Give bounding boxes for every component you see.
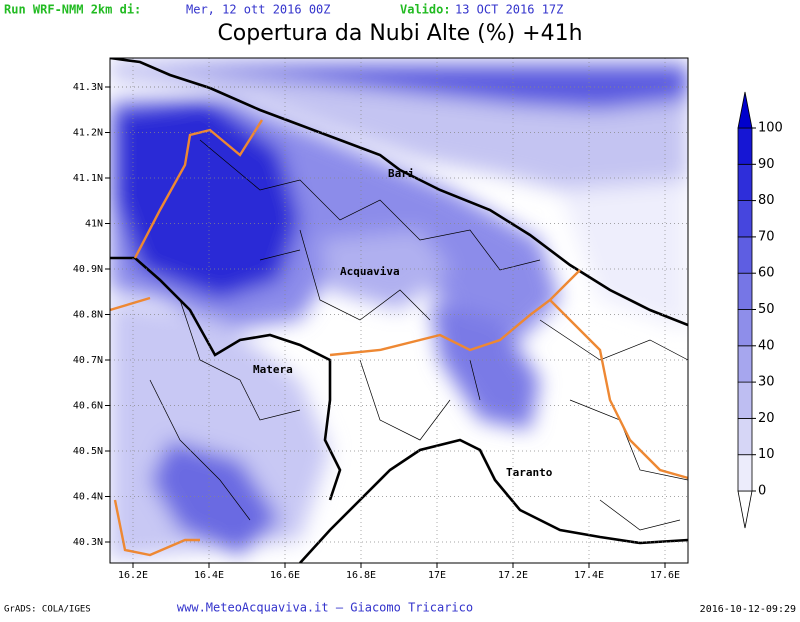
colorbar-label: 40 [758,338,775,353]
region-boundary [110,256,342,501]
cloud-field: Bari Acquaviva Matera Taranto [110,58,688,563]
x-tick-label: 16.2E [118,570,148,581]
y-tick-label: 41.3N [73,82,103,93]
colorbar-segment [737,381,753,419]
title: Copertura da Nubi Alte (%) +41h [217,21,582,46]
plot-frame [109,57,689,564]
x-tick-label: 16.6E [270,570,300,581]
y-tick-label: 40.5N [73,446,103,457]
x-tick-label: 17E [428,570,446,581]
colorbar-label: 20 [758,411,775,426]
x-tick-label: 17.2E [498,570,528,581]
x-tick-label: 16.8E [346,570,376,581]
y-tick-label: 40.6N [73,401,103,412]
y-tick-label: 41.2N [73,128,103,139]
colorbar-label: 100 [758,121,783,136]
colorbar-segment [737,272,753,310]
colorbar-segment [737,417,753,456]
y-tick-label: 40.7N [73,355,103,366]
province-border [549,299,688,480]
valid-label: Valido: [400,3,451,17]
run-label: Run WRF-NMM 2km di: [4,3,141,17]
y-tick-label: 40.9N [73,264,103,275]
run-date: Mer, 12 ott 2016 00Z [186,3,331,17]
place-label: Taranto [506,466,553,479]
colorbar-label: 50 [758,302,775,317]
colorbar-segment [737,127,753,165]
y-tick-label: 41.1N [73,173,103,184]
colorbar-label: 60 [758,266,775,281]
colorbar-segment [737,309,753,347]
y-tick-label: 41N [85,219,103,230]
colorbar-under [737,490,753,529]
province-border [329,269,581,357]
colorbar-segment [737,454,753,492]
colorbar-over [737,91,753,129]
y-tick-label: 40.4N [73,492,103,503]
place-label: Bari [388,167,415,180]
colorbar-segment [737,163,753,202]
footer-center: www.MeteoAcquaviva.it – Giacomo Tricaric… [177,601,473,615]
colorbar-label: 90 [758,157,775,172]
colorbar-label: 10 [758,447,775,462]
place-label: Acquaviva [340,265,400,278]
valid-date: 13 OCT 2016 17Z [455,3,563,17]
colorbar: 0 10 20 30 40 50 60 70 80 90 100 [737,91,783,529]
municipal-boundaries [149,139,688,531]
x-tick-label: 17.4E [574,570,604,581]
province-border [133,119,264,259]
province-border [110,296,200,557]
y-tick-label: 40.3N [73,537,103,548]
colorbar-label: 80 [758,193,775,208]
colorbar-segment [737,200,753,238]
colorbar-segment [737,345,753,383]
colorbar-label: 30 [758,375,775,390]
colorbar-label: 70 [758,229,775,244]
x-tick-label: 16.4E [194,570,224,581]
coastline [110,58,688,327]
footer-left: GrADS: COLA/IGES [4,605,91,615]
footer-right: 2016-10-12-09:29 [700,604,796,615]
graticule [110,58,688,563]
colorbar-segment [737,236,753,274]
coastline [299,438,688,563]
x-tick-label: 17.6E [650,570,680,581]
place-label: Matera [253,363,293,376]
colorbar-label: 0 [758,484,766,499]
y-tick-label: 40.8N [73,310,103,321]
